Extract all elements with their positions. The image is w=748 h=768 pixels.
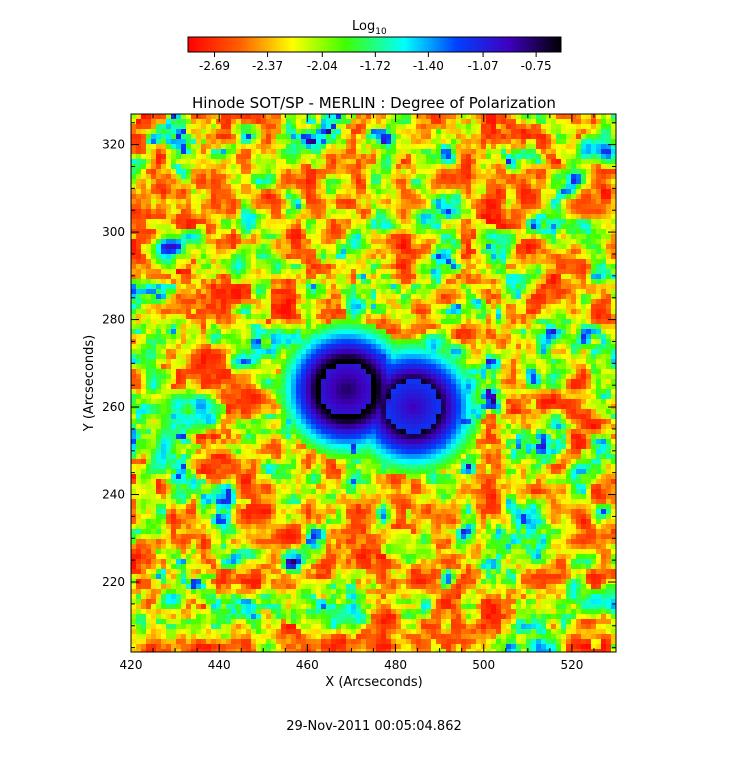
colorbar-tick-label: -2.04	[307, 59, 338, 73]
y-tick-label: 300	[102, 225, 125, 239]
colorbar-tick-label: -2.37	[252, 59, 283, 73]
colorbar-tick-label: -1.72	[360, 59, 391, 73]
heatmap-area	[131, 114, 616, 652]
colorbar-gradient	[187, 36, 562, 53]
colorbar-ticks: -2.69 -2.37 -2.04 -1.72 -1.40 -1.07 -0.75	[199, 52, 552, 73]
x-tick-label: 500	[472, 658, 495, 672]
y-tick-label: 280	[102, 313, 125, 327]
y-tick-label: 220	[102, 575, 125, 589]
timestamp: 29-Nov-2011 00:05:04.862	[286, 719, 462, 734]
heatmap-cells	[131, 114, 616, 652]
y-axis: 220 240 260 280 300 320	[102, 122, 616, 649]
colorbar: Log10 -2.69 -2.37 -2.04 -1.72 -1.40 -1.07 -0.7…	[187, 19, 562, 73]
x-axis: 420 440 460 480 500 520	[120, 114, 617, 672]
colorbar-label: Log10	[352, 19, 387, 37]
colorbar-tick-label: -1.40	[413, 59, 444, 73]
x-tick-label: 520	[560, 658, 583, 672]
chart-title: Hinode SOT/SP - MERLIN : Degree of Polar…	[192, 94, 556, 112]
colorbar-tick-label: -0.75	[521, 59, 552, 73]
x-tick-label: 460	[296, 658, 319, 672]
colorbar-tick-label: -1.07	[468, 59, 499, 73]
y-axis-label: Y (Arcseconds)	[82, 335, 97, 432]
y-tick-label: 240	[102, 488, 125, 502]
x-tick-label: 440	[208, 658, 231, 672]
colorbar-tick-label: -2.69	[199, 59, 230, 73]
x-tick-label: 420	[120, 658, 143, 672]
y-tick-label: 260	[102, 400, 125, 414]
x-tick-label: 480	[384, 658, 407, 672]
x-axis-label: X (Arcseconds)	[325, 675, 422, 690]
y-tick-label: 320	[102, 138, 125, 152]
